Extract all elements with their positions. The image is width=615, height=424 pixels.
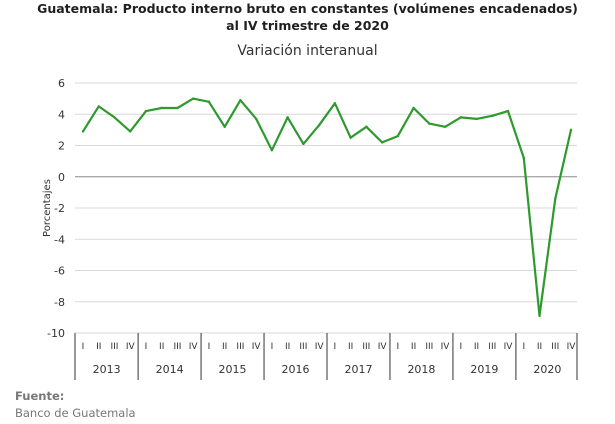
y-tick-label: -10: [47, 327, 65, 340]
data-point: [191, 97, 195, 100]
series-line: [82, 97, 573, 317]
year-label: 2017: [344, 363, 372, 376]
quarter-tick-label: II: [348, 342, 353, 352]
data-point: [223, 125, 226, 128]
y-tick-label: 4: [58, 108, 65, 121]
data-point: [380, 141, 384, 144]
data-point: [81, 130, 85, 133]
y-tick-label: -4: [54, 233, 65, 246]
quarter-tick-label: I: [397, 342, 400, 352]
quarter-tick-label: III: [299, 342, 307, 352]
quarter-tick-label: I: [82, 342, 85, 352]
quarter-tick-label: III: [425, 342, 433, 352]
quarter-tick-label: III: [173, 342, 181, 352]
data-point: [97, 105, 100, 108]
y-tick-label: -8: [54, 296, 65, 309]
quarter-tick-label: I: [208, 342, 211, 352]
quarter-tick-label: II: [159, 342, 164, 352]
data-point: [365, 125, 368, 128]
y-tick-label: -2: [54, 202, 65, 215]
source-text: Banco de Guatemala: [15, 406, 136, 420]
data-point: [412, 106, 415, 110]
quarter-tick-label: II: [411, 342, 416, 352]
data-point: [475, 117, 478, 121]
year-label: 2020: [533, 363, 561, 376]
quarter-tick-label: IV: [189, 342, 199, 352]
quarter-tick-label: I: [271, 342, 274, 352]
quarter-tick-label: I: [334, 342, 337, 352]
series-group: [81, 97, 573, 318]
data-point: [349, 136, 352, 139]
data-point: [506, 109, 510, 113]
quarter-tick-label: I: [522, 342, 525, 352]
data-point: [428, 122, 431, 125]
quarter-tick-label: II: [96, 342, 101, 352]
data-point: [443, 125, 447, 128]
data-point: [491, 114, 494, 118]
data-point: [160, 106, 163, 110]
x-axis: I II III IV I II III IV I II III IV I II III IV I II III IV…: [74, 333, 578, 380]
quarter-tick-label: IV: [567, 342, 577, 352]
chart-title-line-1: Guatemala: Producto interno bruto en con…: [37, 1, 578, 16]
data-point: [569, 128, 573, 132]
year-label: 2015: [219, 363, 247, 376]
year-label: 2014: [156, 363, 184, 376]
data-point: [538, 314, 541, 318]
quarter-tick-label: III: [488, 342, 496, 352]
data-point: [396, 134, 400, 138]
quarter-tick-label: III: [236, 342, 244, 352]
quarter-tick-label: IV: [441, 342, 451, 352]
quarter-tick-label: I: [145, 342, 148, 352]
quarter-tick-label: I: [459, 342, 462, 352]
quarter-tick-label: III: [551, 342, 559, 352]
data-point: [254, 117, 258, 121]
data-point: [459, 116, 463, 119]
quarter-tick-label: II: [285, 342, 290, 352]
year-label: 2019: [470, 363, 498, 376]
data-point: [270, 148, 274, 152]
data-point: [113, 116, 116, 119]
data-point: [522, 156, 525, 160]
quarter-tick-label: III: [362, 342, 370, 352]
y-axis-label: Porcentajes: [42, 179, 53, 237]
quarter-tick-label: IV: [504, 342, 514, 352]
data-point: [239, 98, 242, 102]
y-tick-label: 6: [58, 77, 65, 90]
chart-subtitle: Variación interanual: [237, 43, 378, 59]
y-tick-label: -6: [54, 265, 65, 278]
quarter-tick-label: IV: [315, 342, 325, 352]
year-label: 2016: [282, 363, 310, 376]
data-point: [129, 130, 132, 133]
year-label: 2013: [93, 363, 121, 376]
data-point: [207, 100, 211, 103]
data-point: [554, 197, 557, 200]
data-point: [317, 123, 321, 127]
data-point: [144, 109, 148, 113]
quarter-tick-label: II: [222, 342, 227, 352]
quarter-tick-label: IV: [378, 342, 388, 352]
data-point: [333, 102, 337, 105]
source-label: Fuente:: [15, 389, 65, 403]
quarter-tick-label: II: [474, 342, 479, 352]
data-point: [286, 116, 289, 119]
quarter-tick-label: II: [537, 342, 542, 352]
quarter-tick-label: IV: [252, 342, 262, 352]
gridlines: [75, 82, 577, 334]
chart-title-line-2: al IV trimestre de 2020: [226, 18, 389, 33]
quarter-tick-label: III: [110, 342, 118, 352]
data-point: [302, 142, 305, 146]
y-tick-label: 2: [58, 140, 65, 153]
chart-title: Guatemala: Producto interno bruto en con…: [0, 0, 615, 34]
data-point: [176, 106, 179, 110]
quarter-tick-label: IV: [126, 342, 136, 352]
year-label: 2018: [407, 363, 435, 376]
y-tick-label: 0: [58, 171, 65, 184]
y-axis-ticks: 6 4 2 0 -2 -4 -6 -8 -10: [47, 77, 65, 340]
